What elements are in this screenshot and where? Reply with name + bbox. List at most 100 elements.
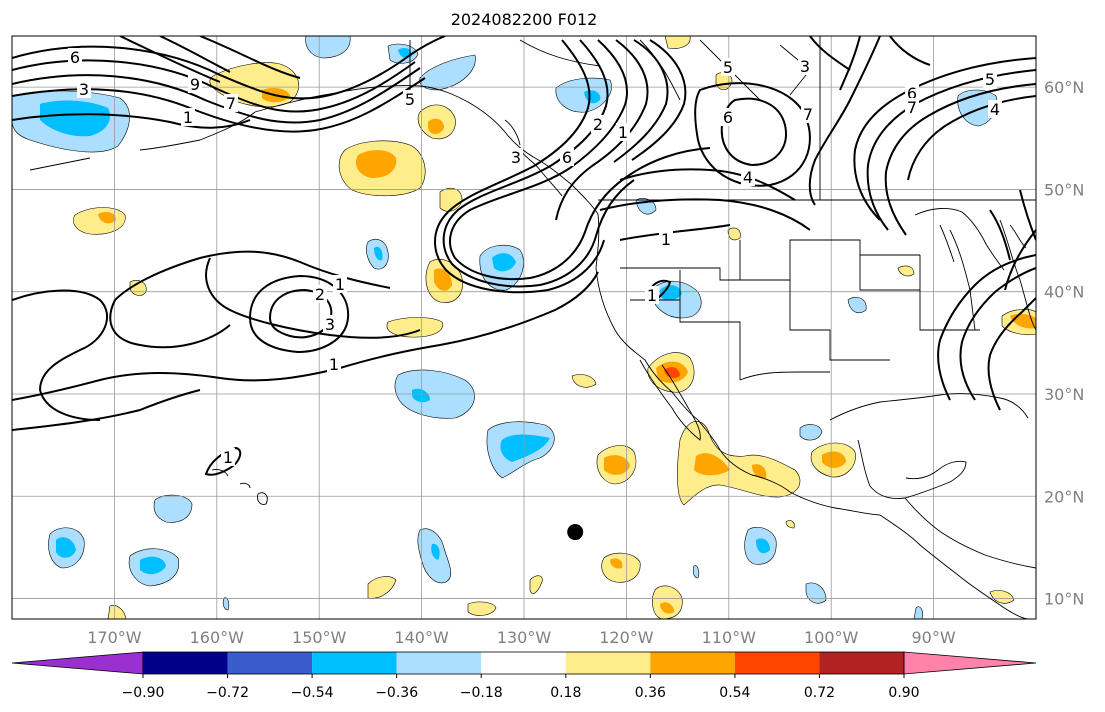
colorbar-tick-label: −0.90 — [122, 685, 165, 701]
contour-label: 4 — [743, 168, 753, 187]
contour-label-bg — [313, 285, 327, 303]
contour-label-bg — [741, 168, 755, 186]
contour-label-bg — [591, 115, 605, 133]
colorbar-segment — [481, 652, 566, 674]
contour-label: 1 — [647, 286, 657, 305]
colorbar-tick-label: 0.90 — [888, 685, 919, 701]
contour-label-bg — [905, 98, 919, 116]
colorbar-tick-label: 0.18 — [550, 685, 581, 701]
contour-label: 1 — [335, 275, 345, 294]
contour-label: 5 — [723, 58, 733, 77]
colorbar-segment — [734, 652, 820, 674]
contour-label-bg — [988, 100, 1002, 118]
longitude-label: 120°W — [599, 628, 654, 647]
storm-marker — [567, 524, 584, 541]
contour-label: 2 — [593, 115, 603, 134]
colorbar-tick-label: −0.18 — [460, 685, 503, 701]
contour-label: 3 — [325, 315, 335, 334]
contour-label-bg — [224, 94, 238, 112]
longitude-label: 130°W — [497, 628, 552, 647]
map-frame — [11, 35, 1037, 620]
contour-label-bg — [721, 108, 735, 126]
contour-label: 6 — [562, 148, 572, 167]
contour-label-bg — [323, 315, 337, 333]
contour-label-bg — [721, 58, 735, 76]
contour-label: 1 — [183, 108, 193, 127]
contour-label: 3 — [79, 80, 89, 99]
colorbar-tick-label: −0.54 — [291, 685, 334, 701]
contour-label: 1 — [661, 230, 671, 249]
longitude-label: 90°W — [912, 628, 956, 647]
positive-anomaly-medium-fills — [98, 88, 1036, 614]
contour-label-bg — [983, 70, 997, 88]
colorbar-segment — [143, 652, 228, 674]
colorbar-tick-label: 0.36 — [635, 685, 666, 701]
contour-label: 9 — [190, 75, 200, 94]
colorbar-tick-label: 0.72 — [804, 685, 835, 701]
longitude-label: 100°W — [804, 628, 859, 647]
colorbar-tick-label: −0.36 — [375, 685, 418, 701]
longitude-label: 110°W — [702, 628, 757, 647]
contour-lines — [12, 36, 1036, 476]
contour-label: 6 — [907, 84, 917, 103]
colorbar-segment — [227, 652, 313, 674]
contour-label: 3 — [800, 57, 810, 76]
contour-label: 1 — [329, 355, 339, 374]
figure-title: 2024082200 F012 — [450, 10, 598, 29]
contour-label-bg — [327, 355, 341, 373]
latitude-label: 20°N — [1044, 487, 1084, 506]
latitude-label: 30°N — [1044, 385, 1084, 404]
positive-anomaly-strong-fills — [664, 367, 680, 378]
contour-label-bg — [645, 286, 659, 304]
contour-label: 5 — [405, 90, 415, 109]
colorbar-outline — [142, 651, 905, 675]
contour-label-bg — [659, 230, 673, 248]
contour-label: 6 — [70, 48, 80, 67]
contour-label: 4 — [990, 100, 1000, 119]
contour-label-bg — [509, 148, 523, 166]
contour-label-bg — [188, 75, 202, 93]
contour-label-bg — [403, 90, 417, 108]
contour-label-bg — [905, 84, 919, 102]
contour-label-bg — [221, 448, 235, 466]
colorbar-segment — [565, 652, 651, 674]
longitude-label: 170°W — [87, 628, 142, 647]
contour-label-bg — [798, 57, 812, 75]
colorbar-segment — [396, 652, 482, 674]
contour-label: 7 — [907, 98, 917, 117]
contour-label-bg — [181, 108, 195, 126]
colorbar-tick-label: 0.54 — [719, 685, 750, 701]
contour-label: 1 — [223, 448, 233, 467]
contour-label-bg — [333, 275, 347, 293]
latitude-labels: 60°N 50°N 40°N 30°N 20°N 10°N — [1044, 78, 1084, 608]
contour-label: 3 — [511, 148, 521, 167]
latitude-label: 60°N — [1044, 78, 1084, 97]
longitude-label: 150°W — [292, 628, 347, 647]
contour-label: 7 — [803, 105, 813, 124]
contour-label: 5 — [985, 70, 995, 89]
latitude-label: 40°N — [1044, 283, 1084, 302]
colorbar-extension-low — [11, 651, 144, 675]
latitude-label: 10°N — [1044, 590, 1084, 609]
colorbar-extension-high — [903, 651, 1037, 675]
contour-label-bg — [616, 123, 630, 141]
latitude-label: 50°N — [1044, 180, 1084, 199]
colorbar: −0.90 −0.72 −0.54 −0.36 −0.18 0.18 0.36 0.54 0.7… — [11, 651, 1037, 701]
contour-label-bg — [560, 148, 574, 166]
contour-label-bg — [77, 80, 91, 98]
colorbar-segment — [312, 652, 397, 674]
contour-label: 1 — [618, 123, 628, 142]
contour-label-bg — [68, 48, 82, 66]
contour-label: 2 — [315, 285, 325, 304]
contour-label: 7 — [226, 94, 236, 113]
longitude-label: 160°W — [190, 628, 245, 647]
contour-label: 6 — [723, 108, 733, 127]
longitude-label: 140°W — [394, 628, 449, 647]
colorbar-segment — [819, 652, 904, 674]
contour-label-bg — [801, 105, 815, 123]
colorbar-tick-label: −0.72 — [206, 685, 249, 701]
longitude-labels: 170°W 160°W 150°W 140°W 130°W 120°W 110°W 100°W… — [87, 628, 956, 647]
